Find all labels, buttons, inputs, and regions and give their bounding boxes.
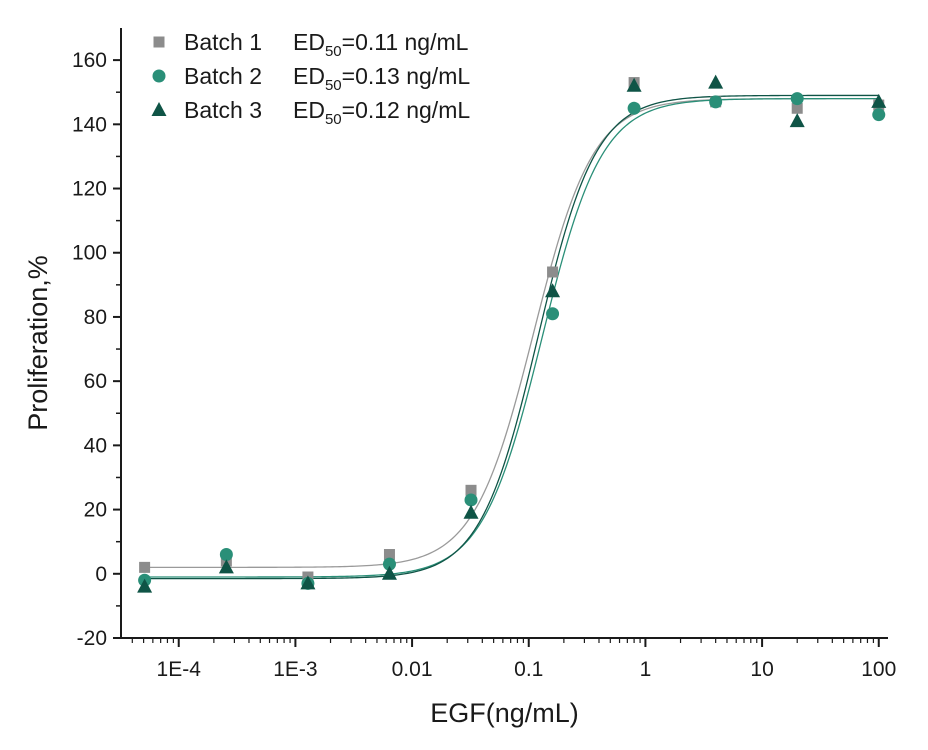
data-point-batch-3 <box>381 565 397 580</box>
data-point-batch-1 <box>547 266 559 278</box>
data-point-batch-2 <box>790 92 804 106</box>
data-point-batch-3 <box>789 113 805 128</box>
legend-ed50-value: ED50=0.11 ng/mL <box>293 29 469 60</box>
data-point-batch-2 <box>219 548 233 562</box>
x-tick-label: 1E-3 <box>273 658 317 681</box>
data-point-batch-3 <box>218 559 234 574</box>
y-tick-label: 100 <box>72 242 107 265</box>
data-point-batch-2 <box>627 101 641 115</box>
data-point-batch-3 <box>626 77 642 92</box>
y-tick-label: 20 <box>84 499 107 522</box>
fit-curve-batch-3 <box>143 94 879 580</box>
data-point-batch-1 <box>791 102 803 114</box>
data-point-batch-2 <box>464 493 478 507</box>
x-tick-label: 100 <box>861 658 896 681</box>
legend-marker-batch-1 <box>153 36 165 48</box>
y-tick-label: 40 <box>84 434 107 457</box>
y-tick-label: 60 <box>84 370 107 393</box>
fit-curve-batch-2 <box>143 97 879 578</box>
y-axis-title: Proliferation,% <box>23 255 53 431</box>
y-tick-label: 80 <box>84 306 107 329</box>
y-tick-label: 140 <box>72 113 107 136</box>
legend-series-name: Batch 3 <box>184 97 262 123</box>
x-tick-label: 1E-4 <box>157 658 202 681</box>
data-point-batch-3 <box>463 504 479 519</box>
x-axis-ticks: 1E-4 1E-3 0.01 0.1 1 10 100 <box>131 638 896 681</box>
legend-ed50-value: ED50=0.13 ng/mL <box>293 63 470 94</box>
data-point-batch-3 <box>871 93 887 108</box>
legend-series-name: Batch 1 <box>184 29 262 55</box>
data-point-batch-3 <box>137 578 153 593</box>
legend: Batch 1 ED50=0.11 ng/mL Batch 2 ED50=0.13 n… <box>151 29 470 128</box>
data-point-batch-2 <box>709 95 723 109</box>
data-point-batch-3 <box>708 74 724 89</box>
legend-marker-batch-3 <box>151 102 167 116</box>
data-points <box>137 74 887 593</box>
x-tick-label: 0.1 <box>514 658 543 681</box>
y-axis-ticks: -20 0 20 40 60 80 100 120 140 160 <box>72 49 121 650</box>
y-tick-label: 160 <box>72 49 107 72</box>
fit-curve-batch-1 <box>143 97 879 569</box>
data-point-batch-2 <box>872 108 886 122</box>
data-point-batch-3 <box>545 283 561 298</box>
x-axis-title: EGF(ng/mL) <box>430 698 579 728</box>
legend-ed50-value: ED50=0.12 ng/mL <box>293 97 470 128</box>
data-point-batch-1 <box>465 484 477 496</box>
y-tick-label: -20 <box>77 627 107 650</box>
data-point-batch-2 <box>382 557 396 571</box>
x-tick-label: 1 <box>640 658 652 681</box>
data-point-batch-3 <box>300 575 316 590</box>
legend-series-name: Batch 2 <box>184 63 262 89</box>
fit-curves <box>143 94 879 580</box>
legend-marker-batch-2 <box>152 69 166 83</box>
y-tick-label: 120 <box>72 178 107 201</box>
x-tick-label: 0.01 <box>392 658 433 681</box>
data-point-batch-1 <box>139 561 151 573</box>
data-point-batch-2 <box>546 307 560 321</box>
axes: -20 0 20 40 60 80 100 120 140 160 1E-4 1E-3 0.01 0.1… <box>72 28 896 681</box>
y-tick-label: 0 <box>95 563 107 586</box>
x-tick-label: 10 <box>750 658 773 681</box>
data-point-batch-1 <box>383 549 395 561</box>
